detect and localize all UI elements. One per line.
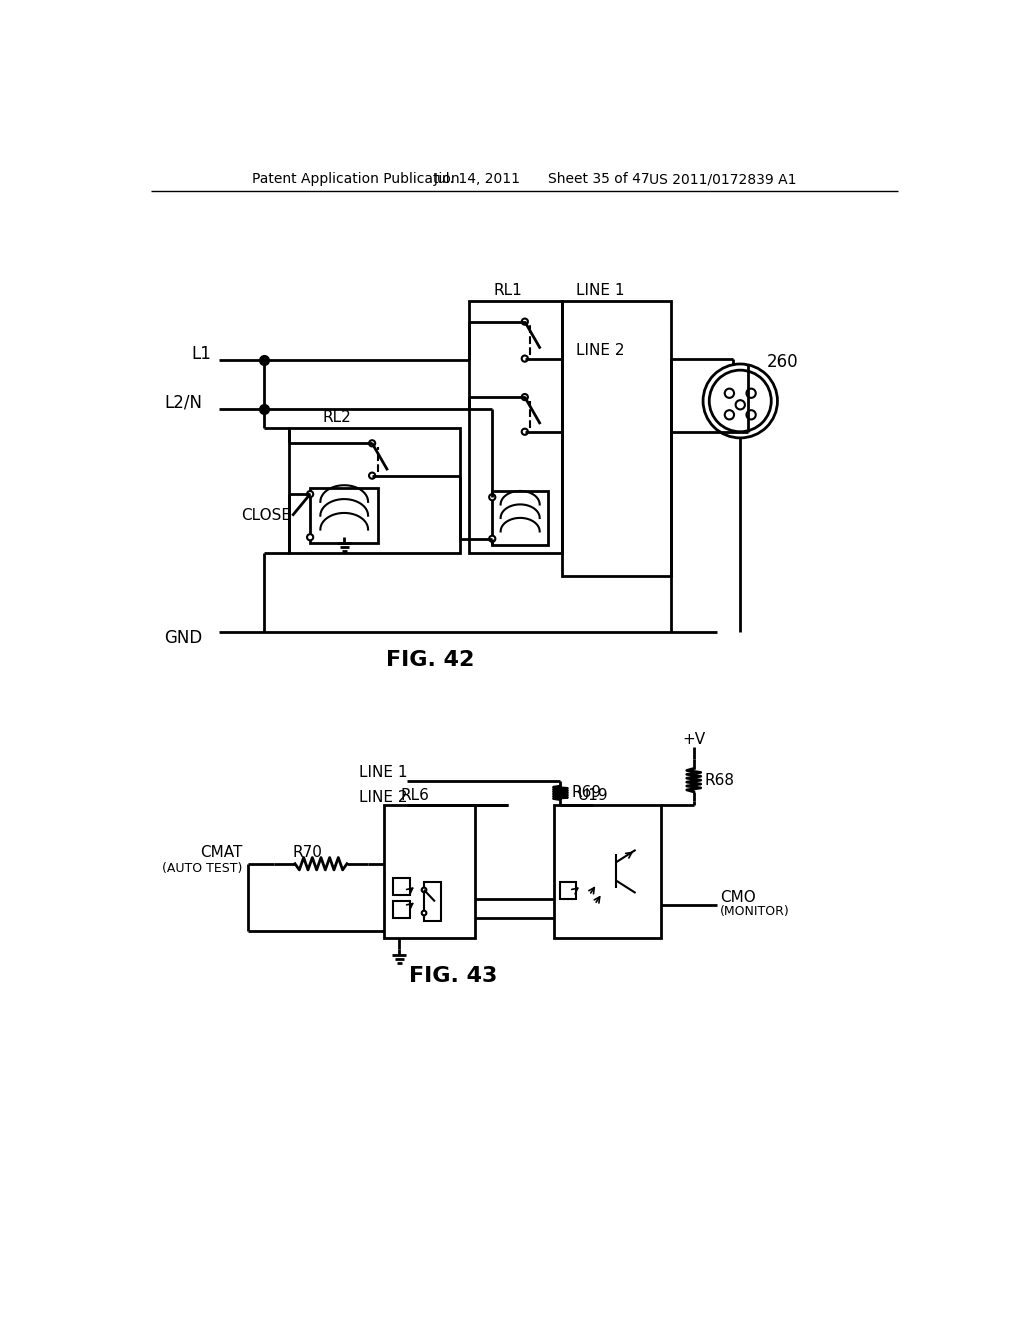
Circle shape: [369, 473, 375, 479]
Circle shape: [521, 318, 528, 325]
Text: R68: R68: [705, 772, 734, 788]
Bar: [493, 491, 548, 545]
Circle shape: [307, 491, 313, 498]
Text: R70: R70: [293, 845, 323, 861]
Text: CMO: CMO: [720, 890, 756, 906]
Text: LINE 2: LINE 2: [575, 343, 625, 359]
Circle shape: [746, 411, 756, 420]
Text: Jul. 14, 2011: Jul. 14, 2011: [434, 172, 521, 186]
Text: L2/N: L2/N: [165, 393, 203, 412]
Text: U19: U19: [578, 788, 608, 803]
Bar: [554, 805, 662, 937]
Circle shape: [725, 388, 734, 397]
Bar: [469, 301, 562, 553]
Bar: [393, 878, 410, 895]
Circle shape: [422, 911, 426, 915]
Text: FIG. 43: FIG. 43: [410, 966, 498, 986]
Text: RL2: RL2: [323, 411, 351, 425]
Circle shape: [489, 494, 496, 500]
Text: LINE 1: LINE 1: [359, 766, 408, 780]
Bar: [384, 805, 475, 937]
Circle shape: [521, 355, 528, 362]
Text: R69: R69: [571, 785, 601, 800]
Text: FIG. 42: FIG. 42: [386, 651, 474, 671]
Text: Sheet 35 of 47: Sheet 35 of 47: [548, 172, 649, 186]
Circle shape: [489, 536, 496, 543]
Circle shape: [746, 388, 756, 397]
Text: 260: 260: [767, 354, 799, 371]
Circle shape: [735, 400, 744, 409]
Text: (MONITOR): (MONITOR): [720, 906, 790, 917]
Bar: [424, 882, 441, 921]
Text: GND: GND: [164, 630, 203, 647]
Text: US 2011/0172839 A1: US 2011/0172839 A1: [649, 172, 797, 186]
Circle shape: [521, 429, 528, 434]
Bar: [393, 902, 410, 919]
Circle shape: [307, 535, 313, 540]
Text: LINE 2: LINE 2: [359, 789, 408, 805]
Bar: [310, 488, 378, 544]
Text: L1: L1: [191, 345, 212, 363]
Bar: [562, 301, 671, 576]
Circle shape: [422, 887, 426, 892]
Text: RL6: RL6: [400, 788, 429, 803]
Bar: [289, 428, 460, 553]
Circle shape: [725, 411, 734, 420]
Text: RL1: RL1: [494, 284, 522, 298]
Text: Patent Application Publication: Patent Application Publication: [252, 172, 460, 186]
Circle shape: [521, 395, 528, 400]
Text: +V: +V: [682, 733, 706, 747]
Text: CLOSE: CLOSE: [241, 508, 291, 523]
Circle shape: [369, 441, 375, 446]
Bar: [560, 882, 575, 899]
Text: LINE 1: LINE 1: [575, 284, 625, 298]
Text: (AUTO TEST): (AUTO TEST): [163, 862, 243, 875]
Text: CMAT: CMAT: [201, 845, 243, 861]
